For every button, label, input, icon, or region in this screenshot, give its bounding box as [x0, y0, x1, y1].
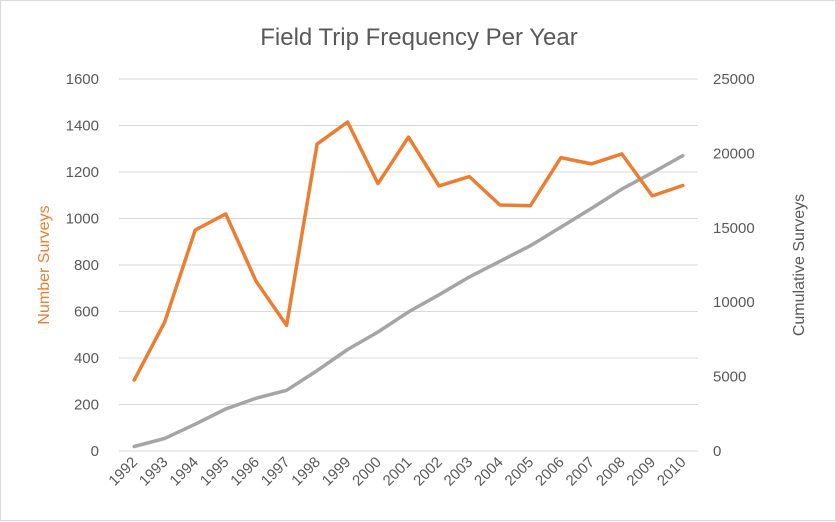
x-tick-label: 1996	[227, 454, 263, 490]
right-axis-ticks: 0 5000 10000 15000 20000 25000	[713, 71, 755, 460]
chart-title: Field Trip Frequency Per Year	[260, 24, 578, 51]
right-tick-label: 0	[713, 443, 721, 460]
left-tick-label: 0	[91, 443, 99, 460]
gridlines	[119, 78, 698, 452]
left-tick-label: 1400	[66, 118, 99, 135]
right-tick-label: 5000	[713, 369, 746, 386]
left-tick-label: 1000	[66, 211, 99, 228]
right-tick-label: 15000	[713, 220, 755, 237]
x-tick-label: 1993	[136, 454, 172, 490]
x-tick-label: 2010	[654, 454, 690, 490]
x-tick-label: 2006	[532, 454, 568, 490]
left-tick-label: 400	[74, 350, 99, 367]
x-tick-label: 1994	[166, 454, 202, 490]
left-tick-label: 1600	[66, 71, 99, 88]
right-tick-label: 20000	[713, 145, 755, 162]
x-tick-label: 2003	[441, 454, 477, 490]
series-line-number-surveys	[132, 120, 685, 382]
x-axis-ticks: 1992199319941995199619971998199920002001…	[105, 454, 689, 490]
x-tick-label: 2000	[349, 454, 385, 490]
x-tick-label: 2001	[380, 454, 416, 490]
x-tick-label: 1999	[319, 454, 355, 490]
x-tick-label: 2009	[623, 454, 659, 490]
x-tick-label: 1997	[258, 454, 294, 490]
left-tick-label: 600	[74, 304, 99, 321]
left-axis-label: Number Surveys	[36, 205, 53, 324]
x-tick-label: 2008	[593, 454, 629, 490]
x-tick-label: 2005	[502, 454, 538, 490]
left-tick-label: 1200	[66, 164, 99, 181]
right-axis-label: Cumulative Surveys	[791, 194, 808, 336]
x-tick-label: 1995	[197, 454, 233, 490]
left-tick-label: 200	[74, 397, 99, 414]
left-axis-ticks: 0 200 400 600 800 1000 1200 1400 1600	[66, 71, 99, 460]
x-tick-label: 2004	[471, 454, 507, 490]
x-tick-label: 2007	[563, 454, 599, 490]
left-tick-label: 800	[74, 257, 99, 274]
series-layer	[132, 120, 685, 449]
right-tick-label: 25000	[713, 71, 755, 88]
series-line-cumulative-surveys	[132, 153, 685, 449]
x-tick-label: 2002	[410, 454, 446, 490]
right-tick-label: 10000	[713, 294, 755, 311]
x-tick-label: 1992	[105, 454, 141, 490]
x-tick-label: 1998	[288, 454, 324, 490]
